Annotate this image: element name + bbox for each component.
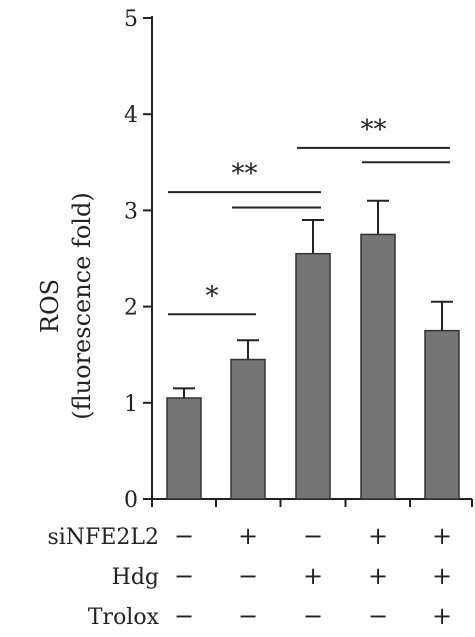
- condition-sign: +: [303, 562, 323, 590]
- condition-sign: −: [238, 602, 258, 630]
- condition-sign: −: [174, 602, 194, 630]
- condition-sign: −: [368, 602, 388, 630]
- y-tick-label: 3: [124, 199, 138, 224]
- bar: [295, 252, 331, 500]
- condition-sign: −: [303, 522, 323, 550]
- y-axis-label-line2: (fluorescence fold): [68, 192, 96, 419]
- bar: [230, 358, 266, 500]
- condition-sign: +: [432, 562, 452, 590]
- y-tick-label: 5: [124, 7, 138, 32]
- condition-sign: +: [368, 522, 388, 550]
- condition-sign: −: [238, 562, 258, 590]
- condition-sign: −: [303, 602, 323, 630]
- y-tick-label: 4: [124, 103, 138, 128]
- significance-label: **: [361, 115, 387, 145]
- bar: [360, 233, 396, 500]
- condition-sign: +: [238, 522, 258, 550]
- condition-label: siNFE2L2: [47, 525, 159, 550]
- y-tick-label: 2: [124, 296, 138, 321]
- condition-label: Hdg: [112, 565, 159, 590]
- condition-sign: −: [174, 522, 194, 550]
- y-axis-label-line1: ROS: [36, 279, 64, 333]
- bar: [166, 397, 202, 500]
- condition-sign: +: [432, 522, 452, 550]
- significance-label: **: [232, 159, 258, 189]
- condition-sign: +: [368, 562, 388, 590]
- bar: [424, 329, 460, 500]
- y-tick-label: 0: [124, 488, 138, 513]
- condition-sign: −: [174, 562, 194, 590]
- y-tick-label: 1: [124, 392, 138, 417]
- significance-label: *: [206, 281, 219, 311]
- condition-label: Trolox: [88, 605, 160, 630]
- condition-sign: +: [432, 602, 452, 630]
